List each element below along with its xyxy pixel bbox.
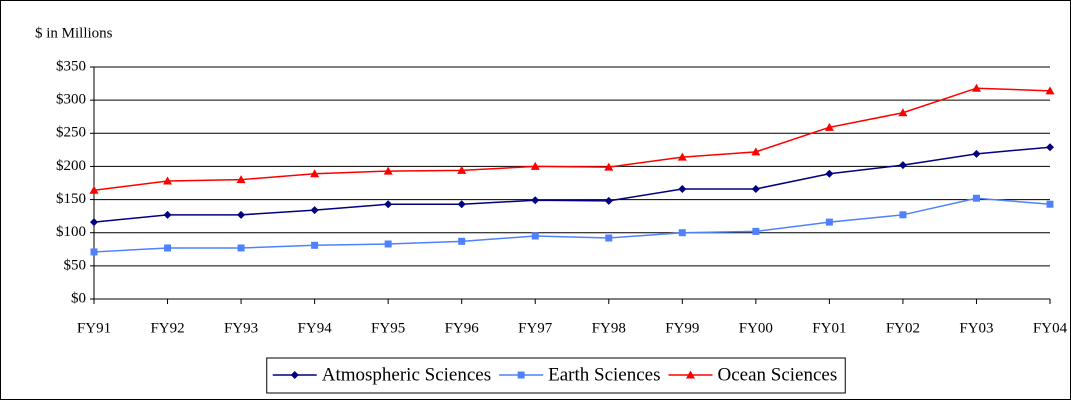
- series-line: [93, 197, 1051, 253]
- x-tick-label: FY99: [665, 320, 699, 336]
- legend-box: [266, 357, 846, 394]
- marker: [457, 165, 467, 174]
- y-axis-label: $ in Millions: [35, 25, 113, 41]
- marker: [290, 371, 299, 379]
- marker: [898, 108, 908, 117]
- x-tick-label: FY93: [224, 320, 258, 336]
- x-tick-label: FY04: [1033, 320, 1068, 336]
- x-tick-label: FY00: [739, 320, 773, 336]
- marker: [971, 83, 981, 92]
- marker: [384, 240, 392, 248]
- marker: [384, 200, 393, 209]
- marker: [824, 122, 834, 131]
- legend-text: Earth Sciences: [548, 364, 660, 385]
- x-tick-label: FY91: [77, 320, 111, 336]
- marker: [163, 176, 173, 185]
- marker: [677, 152, 687, 161]
- marker: [530, 161, 540, 170]
- y-tick-label: $350: [56, 58, 86, 74]
- x-tick-label: FY97: [518, 320, 553, 336]
- series-line: [93, 146, 1051, 223]
- x-tick-label: FY01: [812, 320, 846, 336]
- marker: [972, 149, 981, 158]
- y-tick-label: $100: [56, 224, 86, 240]
- legend-item: Ocean Sciences: [668, 364, 838, 385]
- marker: [310, 206, 319, 215]
- legend-item: Atmospheric Sciences: [272, 364, 491, 385]
- marker: [1046, 200, 1054, 208]
- marker: [678, 184, 687, 193]
- marker: [605, 234, 613, 242]
- marker: [686, 370, 695, 379]
- y-tick-label: $150: [56, 191, 86, 207]
- marker: [752, 227, 760, 235]
- marker: [825, 218, 833, 226]
- marker: [898, 161, 907, 170]
- marker: [899, 211, 907, 219]
- y-tick-label: $50: [64, 257, 87, 273]
- marker: [311, 241, 319, 249]
- x-tick-label: FY03: [959, 320, 993, 336]
- marker: [89, 185, 99, 194]
- x-tick-label: FY92: [150, 320, 184, 336]
- y-tick-label: $300: [56, 92, 86, 108]
- y-tick-label: $0: [71, 290, 86, 306]
- marker: [383, 166, 393, 175]
- marker: [458, 237, 466, 245]
- marker: [678, 229, 686, 237]
- marker: [751, 184, 760, 193]
- marker: [825, 169, 834, 178]
- legend: Atmospheric Sciences Earth Sciences Ocean …: [266, 357, 846, 394]
- marker: [90, 248, 98, 256]
- x-tick-label: FY94: [298, 320, 333, 336]
- marker: [237, 210, 246, 219]
- marker: [751, 147, 761, 156]
- marker: [90, 218, 98, 227]
- y-tick-label: $250: [56, 125, 86, 141]
- marker: [517, 371, 525, 379]
- marker: [531, 232, 539, 240]
- marker: [531, 196, 540, 205]
- marker: [236, 175, 246, 184]
- marker: [237, 244, 245, 252]
- marker: [1046, 143, 1054, 152]
- marker: [1045, 86, 1055, 95]
- x-tick-label: FY96: [445, 320, 480, 336]
- legend-text: Atmospheric Sciences: [322, 364, 491, 385]
- marker: [164, 244, 172, 252]
- marker: [457, 200, 466, 209]
- x-tick-label: FY95: [371, 320, 405, 336]
- marker: [310, 169, 320, 178]
- series-line: [93, 87, 1051, 192]
- y-tick-label: $200: [56, 158, 86, 174]
- marker: [604, 196, 613, 205]
- marker: [972, 194, 980, 202]
- legend-item: Earth Sciences: [499, 364, 661, 385]
- x-tick-label: FY98: [592, 320, 626, 336]
- legend-text: Ocean Sciences: [718, 364, 838, 385]
- marker: [163, 210, 172, 219]
- marker: [604, 162, 614, 171]
- x-tick-label: FY02: [886, 320, 920, 336]
